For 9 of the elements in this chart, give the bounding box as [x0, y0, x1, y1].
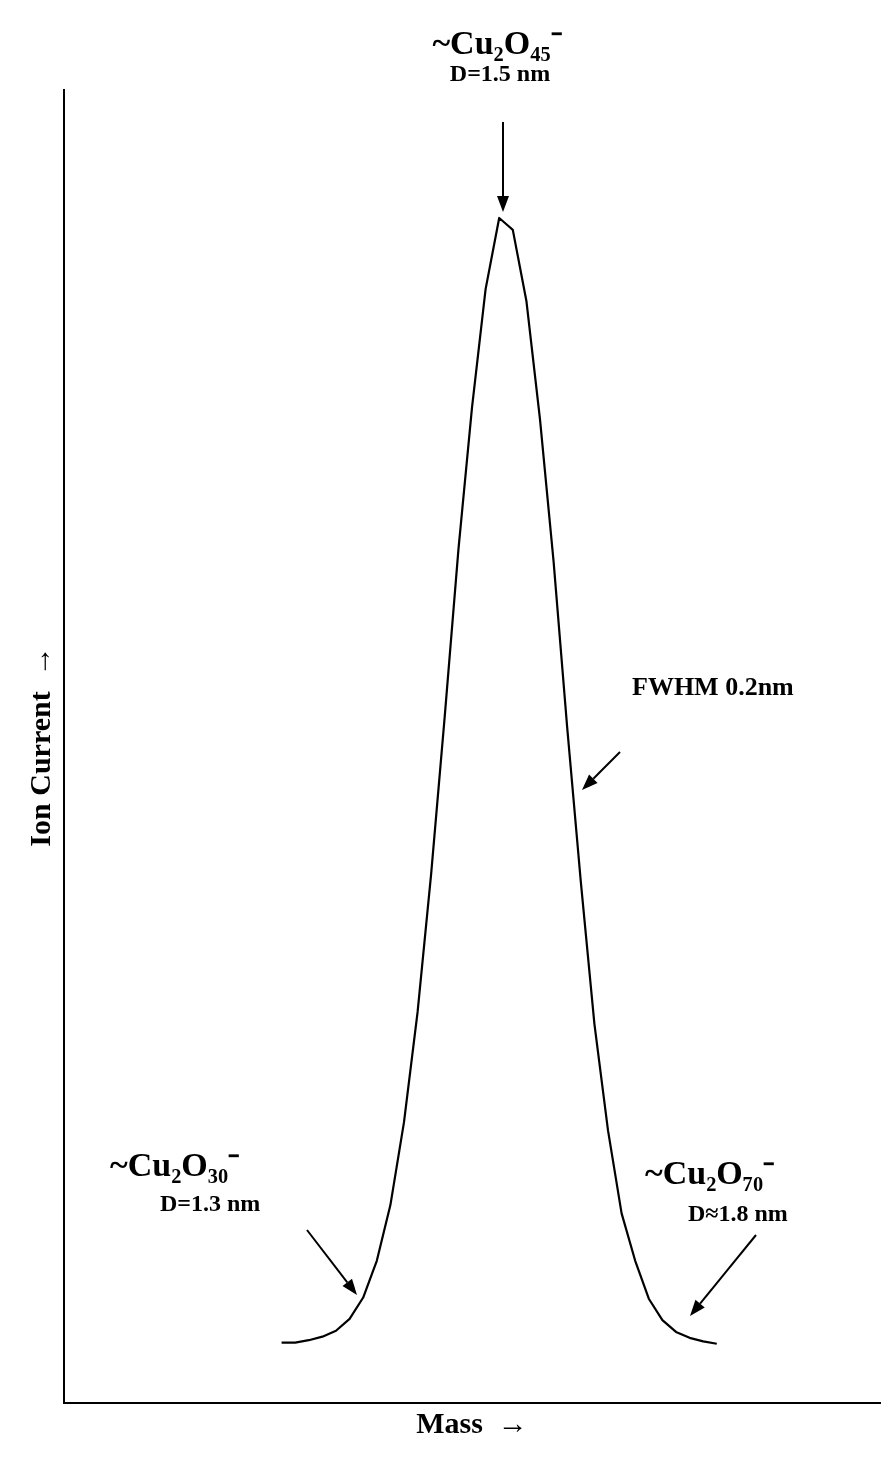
annotation: D=1.3 nm	[160, 1190, 261, 1217]
text: ~Cu₂O₄₅⁻	[432, 23, 562, 63]
annotation: ~Cu₂O₇₀⁻	[645, 1153, 775, 1193]
text: D=1.5 nm	[449, 60, 551, 87]
annotation: D≈1.8 nm	[688, 1200, 788, 1227]
x-axis-title: Mass →	[416, 1405, 528, 1439]
y-axis-title: Ion Current →	[22, 646, 56, 847]
annotation: FWHM 0.2nm	[632, 672, 794, 702]
annotation: ~Cu₂O₃₀⁻	[110, 1145, 240, 1185]
